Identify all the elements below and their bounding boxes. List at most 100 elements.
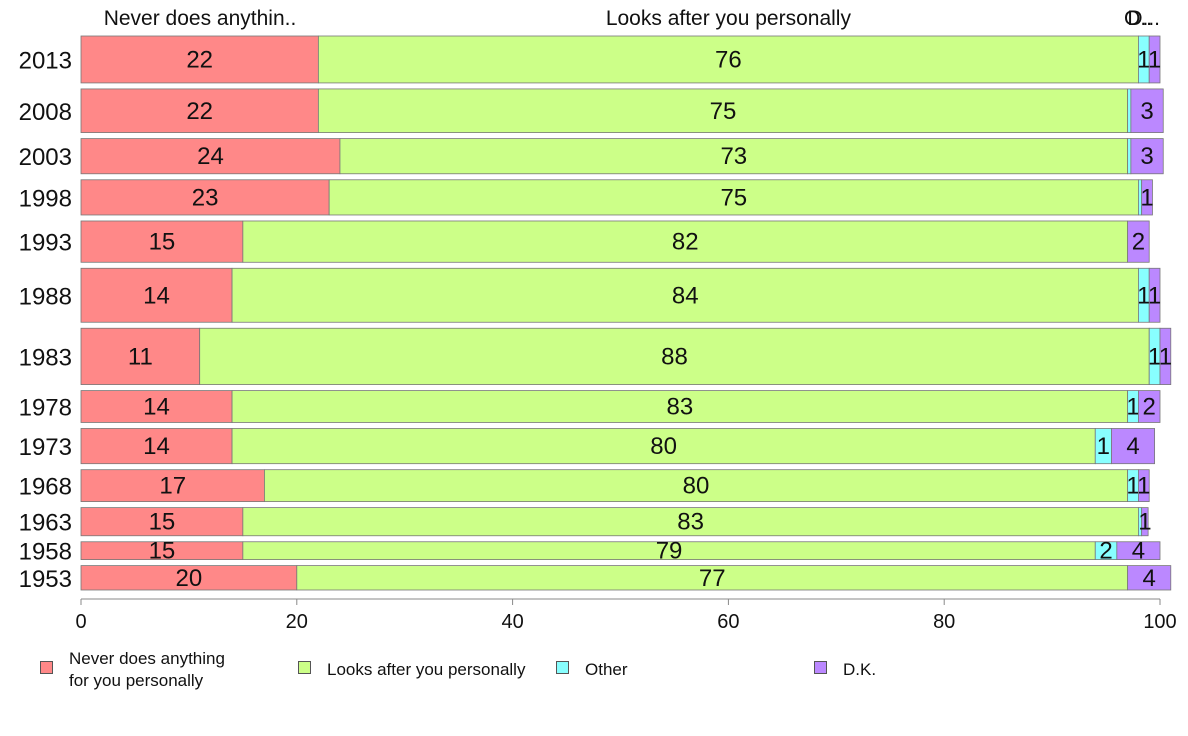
data-label: 15 — [149, 229, 176, 256]
data-label: 80 — [683, 473, 710, 500]
bar-segment — [80, 138, 341, 175]
bar-segment — [199, 327, 1150, 385]
bar-segment — [80, 179, 330, 216]
y-tick-label: 1968 — [19, 474, 72, 501]
data-label: 1 — [1097, 433, 1110, 460]
data-label: 77 — [699, 565, 726, 592]
data-label: 76 — [715, 46, 742, 73]
data-label: 20 — [176, 565, 203, 592]
bar-segment — [80, 327, 201, 385]
data-label: 14 — [143, 433, 170, 460]
bar-segment — [80, 88, 319, 133]
bar-segment — [1148, 267, 1161, 323]
bar-segment — [80, 267, 233, 323]
bar-segment — [1111, 428, 1156, 465]
data-label: 17 — [159, 473, 186, 500]
data-label: 1 — [1138, 509, 1151, 536]
legend-item-other: Other — [556, 648, 628, 681]
legend-swatch-never — [40, 661, 53, 674]
bar-segment — [1127, 565, 1172, 591]
data-label: 2 — [1143, 394, 1156, 421]
series-header-label: O.. — [1124, 7, 1152, 30]
data-label: 2 — [1132, 229, 1145, 256]
data-label: 22 — [186, 98, 213, 125]
legend-swatch-looks-after — [298, 661, 311, 674]
y-tick-label: 2008 — [19, 99, 72, 126]
data-label: 1 — [1137, 473, 1150, 500]
bar-segment — [80, 35, 319, 84]
y-tick-label: 1998 — [19, 185, 72, 212]
data-label: 2 — [1099, 538, 1112, 565]
data-label: 1 — [1126, 473, 1139, 500]
data-label: 82 — [672, 229, 699, 256]
bar-segment — [80, 565, 298, 591]
bar-segment — [264, 469, 1129, 503]
data-label: 4 — [1132, 538, 1145, 565]
legend: Never does anything for you personally L… — [0, 648, 1188, 708]
bar-segment — [1138, 390, 1161, 423]
bar-segment — [1159, 327, 1172, 385]
data-label: 14 — [143, 394, 170, 421]
data-label: 22 — [186, 46, 213, 73]
bar-segment — [1138, 469, 1150, 503]
y-tick-label: 1958 — [19, 539, 72, 566]
data-label: 1 — [1126, 394, 1139, 421]
bar-segment — [80, 507, 244, 537]
legend-item-dk: D.K. — [814, 648, 876, 681]
bar-segment — [80, 390, 233, 423]
data-label: 11 — [128, 343, 153, 370]
data-label: 79 — [656, 538, 683, 565]
legend-swatch-other — [556, 661, 569, 674]
y-tick-label: 1978 — [19, 395, 72, 422]
legend-label-dk: D.K. — [843, 660, 877, 679]
data-label: 1 — [1148, 46, 1161, 73]
data-label: 88 — [661, 343, 688, 370]
series-header-label: D... — [1127, 7, 1160, 30]
bar-segment — [80, 220, 244, 263]
bar-segment — [317, 88, 1129, 133]
data-label: 73 — [720, 143, 747, 170]
bar-segment — [339, 138, 1129, 175]
y-tick-label: 1953 — [19, 566, 72, 593]
bar-segment — [1141, 507, 1149, 537]
legend-label-looks-after: Looks after you personally — [327, 660, 526, 679]
data-label: 23 — [192, 184, 219, 211]
x-tick-label: 40 — [501, 611, 523, 633]
data-label: 1 — [1137, 282, 1150, 309]
data-label: 84 — [672, 282, 699, 309]
bar-segment — [1141, 179, 1153, 216]
legend-label-never: Never does anything for you personally — [69, 649, 225, 690]
data-label: 4 — [1126, 433, 1139, 460]
bar-segment — [242, 507, 1139, 537]
bar-segment — [317, 35, 1139, 84]
y-tick-label: 1973 — [19, 434, 72, 461]
bar-segment — [80, 428, 233, 465]
y-tick-label: 1993 — [19, 230, 72, 257]
y-tick-label: 1988 — [19, 283, 72, 310]
data-label: 14 — [143, 282, 170, 309]
data-label: 1 — [1137, 46, 1150, 73]
bar-segment — [231, 390, 1129, 423]
legend-swatch-dk — [814, 661, 827, 674]
bar-segment — [328, 179, 1139, 216]
legend-item-never: Never does anything for you personally — [40, 648, 225, 692]
series-header-label: Never does anythin.. — [104, 7, 297, 30]
data-label: 1 — [1159, 343, 1172, 370]
data-label: 24 — [197, 143, 224, 170]
bar-segment — [231, 267, 1139, 323]
data-label: 1 — [1148, 282, 1161, 309]
legend-item-looks-after: Looks after you personally — [298, 648, 525, 681]
bar-segment — [1127, 138, 1132, 175]
data-label: 80 — [650, 433, 677, 460]
bar-segment — [1127, 220, 1150, 263]
bar-segment — [296, 565, 1129, 591]
legend-label-other: Other — [585, 660, 628, 679]
data-label: 3 — [1140, 143, 1153, 170]
bar-segment — [1130, 88, 1164, 133]
bar-segment — [1127, 88, 1132, 133]
series-header-label: Looks after you personally — [606, 7, 852, 30]
data-label: 3 — [1140, 98, 1153, 125]
y-tick-label: 2013 — [19, 47, 72, 74]
x-tick-label: 100 — [1143, 611, 1176, 633]
